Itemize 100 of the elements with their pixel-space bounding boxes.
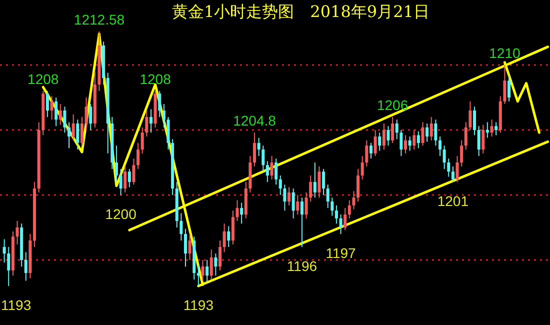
candlestick [50,96,54,120]
candlestick [408,136,412,152]
candlestick [434,119,438,146]
text: 1210 [489,44,520,61]
candlestick [369,142,372,160]
candlestick [58,104,62,126]
candlestick [344,208,347,231]
candlestick [313,162,316,198]
candlestick [196,264,200,286]
candlestick [473,106,476,136]
text: 1196 [286,258,318,274]
candlestick [166,116,170,150]
candlestick [482,124,485,154]
candlestick [477,126,480,156]
candlestick [132,158,136,186]
candlestick [128,168,131,188]
candlestick [395,119,398,140]
candlestick [326,184,330,208]
candlestick [296,194,300,215]
candlestick [76,119,80,150]
text: 1193 [183,296,214,313]
candlestick [360,156,364,180]
candlestick [145,110,148,137]
text: 1201 [437,192,469,209]
candlestick [218,240,222,271]
candlestick [288,186,291,206]
candlestick [503,64,506,104]
candlestick [304,192,308,219]
candlestick [426,123,429,142]
candlestick [72,114,75,141]
candlestick [352,190,356,210]
candlestick [322,168,326,196]
candlestick [451,166,454,182]
candlestick [438,136,442,156]
candlestick [447,158,450,178]
candlestick [490,119,494,137]
candlestick [124,166,127,193]
candlestick [16,220,19,245]
candlestick [494,122,498,136]
candlestick [54,97,58,127]
candlestick [206,260,209,283]
candlestick [236,200,239,222]
candlestick [442,145,446,170]
candlestick [460,140,464,167]
candlestick [222,223,226,253]
candlestick [180,212,183,241]
candlestick [416,130,420,149]
text: 1212.58 [74,11,125,28]
candlestick [46,90,49,118]
candlestick [140,126,144,154]
candlestick [89,104,92,130]
candlestick [464,122,468,150]
candlestick [412,130,416,150]
candlestick [274,158,278,186]
candlestick [266,160,269,182]
text: 1208 [28,70,59,87]
candlestick [508,74,511,102]
candlestick [456,156,459,182]
candlestick [378,132,382,152]
candlestick [262,145,265,172]
text: 1193 [1,296,32,313]
candlestick [227,226,230,248]
chart-title: 黄金1小时走势图 2018年9月21日 [172,2,430,23]
candlestick [356,168,360,202]
candlestick [2,238,6,264]
candlestick [114,145,118,182]
candlestick [391,116,394,144]
candlestick [210,249,213,280]
text: 1200 [105,206,136,222]
candlestick [84,97,88,130]
candlestick [63,106,66,134]
candlestick [348,200,351,219]
candlestick [382,123,386,150]
candlestick [318,166,321,198]
text: 1204.8 [233,112,276,128]
candlestick [404,134,407,154]
candlestick [188,234,192,260]
candlestick [486,122,489,138]
candlestick [339,214,342,234]
candlestick [231,210,234,245]
candlestick [201,260,204,282]
text: 1206 [376,96,408,113]
candlestick [292,188,295,219]
candlestick [184,228,187,267]
candlestick [430,116,433,141]
candlestick [149,108,152,134]
candlestick [240,202,244,224]
candlestick [136,142,140,170]
candlestick [330,197,334,216]
candlestick [7,246,10,286]
candlestick [162,104,166,128]
text: 1197 [326,244,356,261]
candlestick [24,252,28,282]
candlestick [365,140,368,167]
candlestick [270,156,274,180]
candlestick [334,204,338,224]
candlestick [253,132,256,167]
candlestick [257,137,260,156]
candlestick [278,175,282,196]
candlestick [300,197,304,248]
